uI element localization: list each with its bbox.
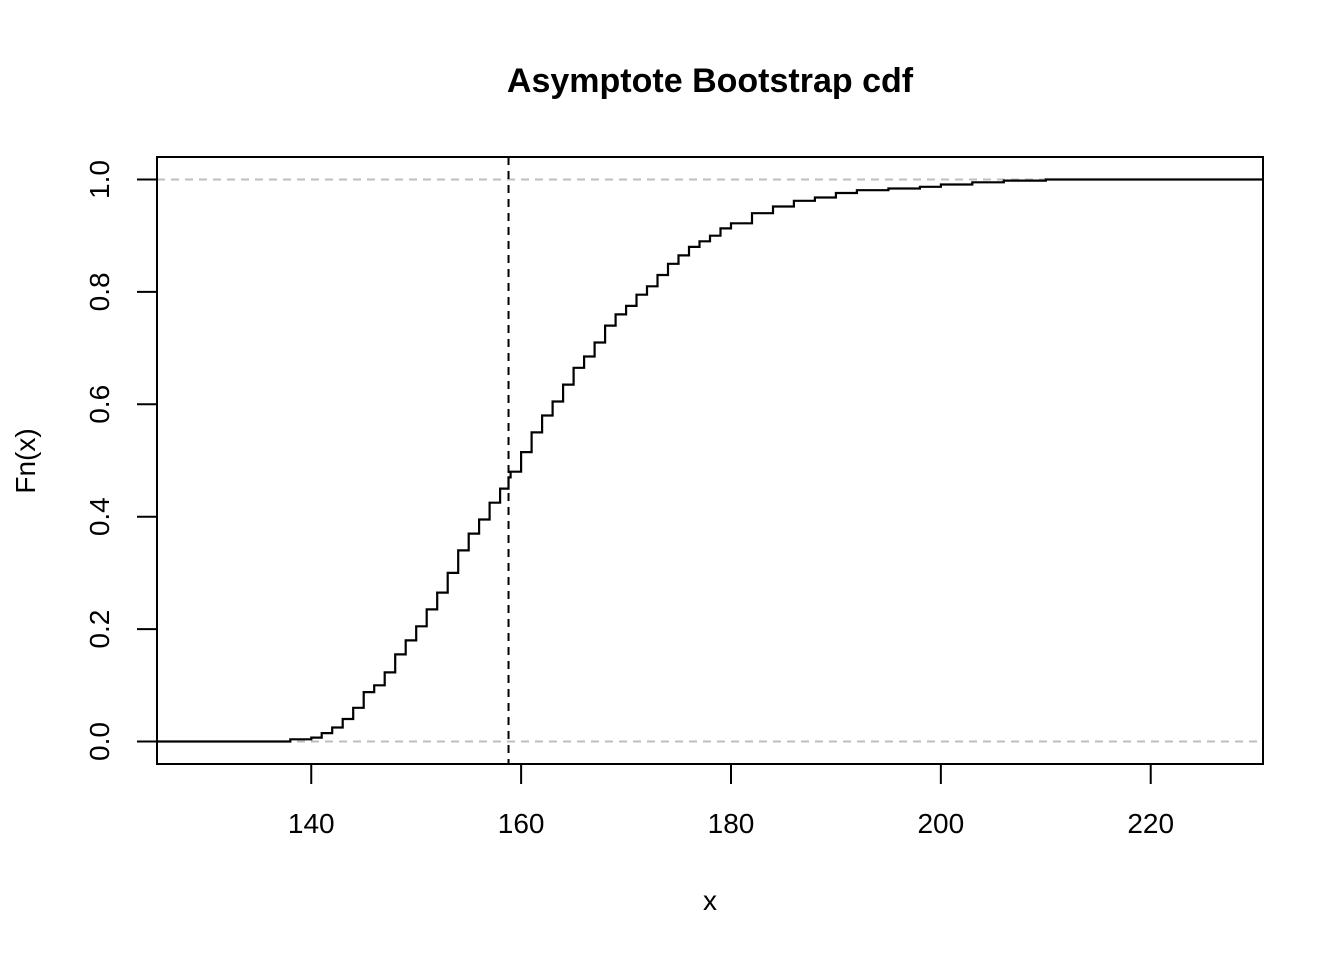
- plot-frame: [156, 156, 1264, 765]
- y-tick-label: 1.0: [84, 160, 115, 199]
- x-tick-label: 220: [1127, 808, 1174, 839]
- x-axis: 140 160 180 200 220: [288, 764, 1174, 839]
- x-tick-label: 180: [708, 808, 755, 839]
- plot-area: [156, 156, 1264, 765]
- x-axis-label: x: [703, 885, 717, 916]
- cdf-line: [157, 178, 1263, 743]
- y-tick-label: 0.2: [84, 610, 115, 649]
- y-axis: 0.0 0.2 0.4 0.6 0.8 1.0: [84, 160, 157, 761]
- y-axis-label: Fn(x): [10, 428, 41, 493]
- x-tick-label: 140: [288, 808, 335, 839]
- x-tick-label: 200: [917, 808, 964, 839]
- y-tick-label: 0.8: [84, 272, 115, 311]
- y-tick-label: 0.4: [84, 497, 115, 536]
- x-tick-label: 160: [498, 808, 545, 839]
- y-tick-label: 0.0: [84, 722, 115, 761]
- y-tick-label: 0.6: [84, 385, 115, 424]
- chart-title: Asymptote Bootstrap cdf: [507, 62, 914, 100]
